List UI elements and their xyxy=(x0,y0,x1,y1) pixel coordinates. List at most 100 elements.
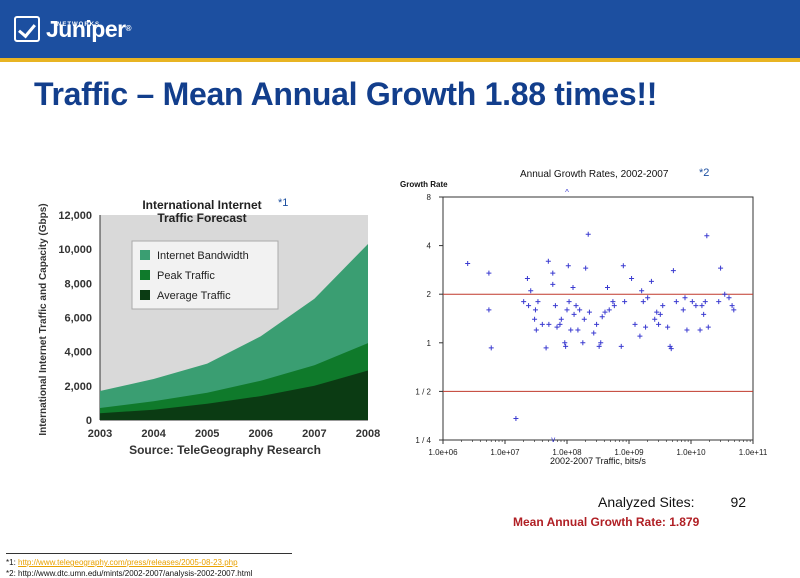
x-tick-label: 2006 xyxy=(249,428,273,440)
scatter-point xyxy=(726,295,732,301)
x-axis-label: 2002-2007 Traffic, bits/s xyxy=(550,456,646,466)
y-tick-label: 12,000 xyxy=(58,210,92,222)
footnote-1-mark: *1: xyxy=(6,558,16,567)
scatter-point xyxy=(620,263,626,269)
scatter-point xyxy=(622,299,628,305)
y-tick-label: 0 xyxy=(86,415,92,427)
x-tick-label: 1.0e+10 xyxy=(676,448,706,457)
analyzed-sites-label: Analyzed Sites: xyxy=(598,494,695,510)
scatter-point xyxy=(581,316,587,322)
scatter-point xyxy=(575,327,581,333)
scatter-point xyxy=(583,265,589,271)
scatter-point xyxy=(557,321,563,327)
scatter-point xyxy=(594,321,600,327)
scatter-point xyxy=(528,288,534,294)
scatter-point xyxy=(570,285,576,291)
scatter-point xyxy=(602,309,608,315)
legend-box xyxy=(131,240,279,310)
scatter-point xyxy=(535,299,541,305)
scatter-point xyxy=(526,303,532,309)
scatter-point xyxy=(632,321,638,327)
scatter-point xyxy=(637,333,643,339)
logo-subtitle: NETWORKS xyxy=(57,22,100,28)
scatter-point xyxy=(513,415,519,421)
juniper-logo-icon xyxy=(14,16,40,42)
y-axis-label: Growth Rate xyxy=(400,180,448,189)
x-tick-label: 1.0e+07 xyxy=(490,448,520,457)
legend-label: Average Traffic xyxy=(157,290,231,302)
x-tick-label: 2003 xyxy=(88,428,112,440)
legend-label: Peak Traffic xyxy=(157,270,215,282)
scatter-point xyxy=(701,311,707,317)
x-tick-label: 1.0e+11 xyxy=(739,448,768,457)
chart-title: Annual Growth Rates, 2002-2007 xyxy=(520,169,669,180)
footnote-2-mark: *2: xyxy=(6,569,16,578)
scatter-point xyxy=(550,281,556,287)
scatter-point xyxy=(546,321,552,327)
scatter-point xyxy=(689,299,695,305)
growth-rate-svg: 1 / 4 1 / 2 1 2 4 8 1.0e+06 1.0e+07 1.0e+08 1.0e+… xyxy=(400,167,768,466)
scatter-point xyxy=(702,299,708,305)
scatter-point xyxy=(668,346,674,352)
scatter-point xyxy=(486,270,492,276)
analyzed-sites-value: 92 xyxy=(730,494,747,510)
chart-title-line2: Traffic Forecast xyxy=(157,211,246,225)
scatter-point xyxy=(704,233,710,239)
offscale-mark-top: ^ xyxy=(565,188,569,197)
scatter-point xyxy=(545,258,551,264)
scatter-point xyxy=(596,343,602,349)
y-tick-label: 6,000 xyxy=(64,313,92,325)
scatter-point xyxy=(564,307,570,313)
scatter-point xyxy=(657,311,663,317)
scatter-point xyxy=(577,307,583,313)
x-tick-label: 1.0e+09 xyxy=(614,448,644,457)
analyzed-sites: Analyzed Sites: 92 xyxy=(598,494,746,510)
footnote-1-link[interactable]: http://www.telegeography.com/press/relea… xyxy=(18,558,238,567)
scatter-point xyxy=(682,295,688,301)
scatter-point xyxy=(684,327,690,333)
scatter-point xyxy=(539,321,545,327)
y-tick-label: 1 xyxy=(427,339,432,348)
x-tick-label: 2007 xyxy=(302,428,326,440)
scatter-point xyxy=(599,314,605,320)
y-tick-label: 4 xyxy=(427,242,432,251)
scatter-point xyxy=(648,278,654,284)
traffic-forecast-svg: 0 2,000 4,000 6,000 8,000 10,000 12,000 2003 200… xyxy=(38,197,380,457)
scatter-point xyxy=(654,309,660,315)
scatter-point xyxy=(585,231,591,237)
y-tick-label: 8,000 xyxy=(64,278,92,290)
scatter-point xyxy=(643,324,649,330)
scatter-point xyxy=(673,299,679,305)
x-axis-label: Source: TeleGeography Research xyxy=(129,443,321,457)
scatter-point xyxy=(640,299,646,305)
chart-title-line1: International Internet xyxy=(142,198,261,212)
scatter-point xyxy=(610,299,616,305)
legend-swatch xyxy=(140,290,150,300)
x-tick-label: 2005 xyxy=(195,428,219,440)
offscale-mark-bottom: v xyxy=(551,435,555,444)
scatter-point xyxy=(521,299,527,305)
scatter-point xyxy=(558,316,564,322)
slide-header xyxy=(0,0,800,58)
y-tick-label: 1 / 4 xyxy=(415,436,431,445)
scatter-point xyxy=(563,343,569,349)
footnote-2-text: http://www.dtc.umn.edu/mints/2002-2007/a… xyxy=(18,569,253,578)
footnote-divider xyxy=(6,553,292,554)
scatter-point xyxy=(699,303,705,309)
y-tick-label: 1 / 2 xyxy=(415,387,431,396)
x-tick-label: 2004 xyxy=(141,428,166,440)
scatter-point xyxy=(591,330,597,336)
traffic-forecast-chart: 0 2,000 4,000 6,000 8,000 10,000 12,000 2003 200… xyxy=(30,188,390,464)
scatter-point xyxy=(731,307,737,313)
mean-growth-rate: Mean Annual Growth Rate: 1.879 xyxy=(513,515,700,529)
scatter-point xyxy=(524,276,530,282)
scatter-point xyxy=(533,327,539,333)
scatter-point xyxy=(667,343,673,349)
scatter-point xyxy=(705,324,711,330)
scatter-point xyxy=(532,316,538,322)
plot-frame xyxy=(442,196,754,441)
footnote-mark-2: *2 xyxy=(699,167,709,179)
scatter-point xyxy=(718,265,724,271)
scatter-point xyxy=(639,288,645,294)
scatter-point xyxy=(645,295,651,301)
